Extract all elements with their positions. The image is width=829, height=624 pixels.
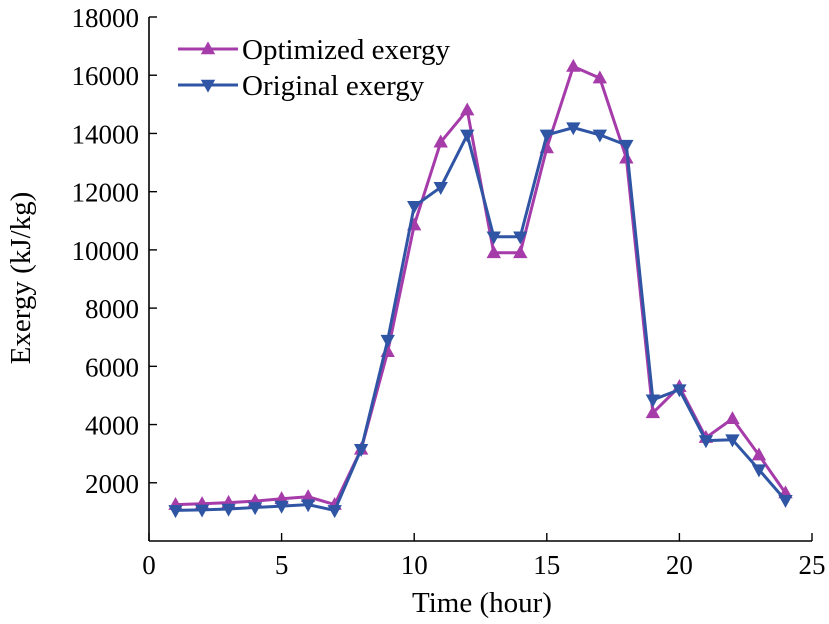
y-tick-label: 12000 bbox=[72, 178, 140, 208]
data-point bbox=[300, 499, 316, 513]
data-point bbox=[698, 435, 714, 449]
data-point bbox=[513, 245, 528, 259]
y-tick-label: 18000 bbox=[72, 3, 140, 33]
data-point bbox=[407, 200, 422, 214]
axes: 0 5 10 15 20 25 2000 4000 6000 8000 10000 12000 1400… bbox=[72, 3, 826, 580]
y-tick-label: 8000 bbox=[85, 294, 139, 324]
data-point bbox=[566, 58, 581, 72]
x-tick-label: 0 bbox=[142, 550, 156, 580]
legend-label: Original exergy bbox=[242, 70, 425, 102]
y-tick-label: 2000 bbox=[85, 469, 139, 499]
data-point bbox=[433, 182, 448, 195]
y-tick-label: 4000 bbox=[85, 411, 139, 441]
legend-item: Original exergy bbox=[178, 70, 425, 102]
data-point bbox=[247, 502, 263, 516]
data-point bbox=[433, 134, 448, 148]
y-tick-label: 14000 bbox=[72, 119, 140, 149]
series-1 bbox=[168, 58, 793, 510]
data-point bbox=[460, 129, 475, 143]
legend-label: Optimized exergy bbox=[242, 34, 451, 66]
data-point bbox=[751, 464, 767, 478]
y-tick-label: 6000 bbox=[85, 352, 139, 382]
series-2 bbox=[168, 122, 793, 519]
data-point bbox=[460, 102, 475, 116]
data-point bbox=[221, 503, 236, 517]
data-point bbox=[274, 500, 289, 514]
x-tick-label: 25 bbox=[799, 550, 826, 580]
data-point bbox=[725, 434, 740, 448]
data-point bbox=[539, 129, 554, 143]
series-line bbox=[175, 126, 787, 512]
data-point bbox=[353, 444, 369, 457]
legend-marker bbox=[200, 41, 216, 55]
legend-marker bbox=[200, 79, 216, 93]
series-line bbox=[175, 64, 787, 507]
data-point bbox=[513, 231, 528, 245]
data-point bbox=[619, 139, 634, 153]
x-tick-label: 15 bbox=[533, 550, 560, 580]
legend-item: Optimized exergy bbox=[178, 34, 451, 66]
data-point bbox=[327, 505, 342, 519]
data-point bbox=[486, 245, 501, 259]
data-point bbox=[645, 394, 661, 408]
y-tick-label: 16000 bbox=[72, 61, 140, 91]
y-axis-title: Exergy (kJ/kg) bbox=[5, 192, 37, 365]
data-point bbox=[380, 334, 395, 348]
data-point bbox=[672, 384, 687, 398]
data-point bbox=[592, 70, 608, 84]
data-point bbox=[778, 494, 793, 508]
x-tick-label: 20 bbox=[666, 550, 693, 580]
data-point bbox=[566, 122, 581, 136]
series-layer bbox=[168, 58, 793, 519]
data-point bbox=[725, 411, 740, 425]
x-tick-label: 10 bbox=[401, 550, 428, 580]
data-point bbox=[645, 405, 661, 419]
y-tick-label: 10000 bbox=[72, 236, 140, 266]
data-point bbox=[592, 129, 608, 143]
data-point bbox=[486, 231, 501, 245]
x-tick-label: 5 bbox=[275, 550, 289, 580]
data-point bbox=[168, 505, 183, 519]
data-point bbox=[194, 504, 210, 518]
legend: Optimized exergy Original exergy bbox=[178, 34, 451, 102]
x-axis-title: Time (hour) bbox=[412, 587, 552, 619]
data-point bbox=[751, 447, 767, 461]
